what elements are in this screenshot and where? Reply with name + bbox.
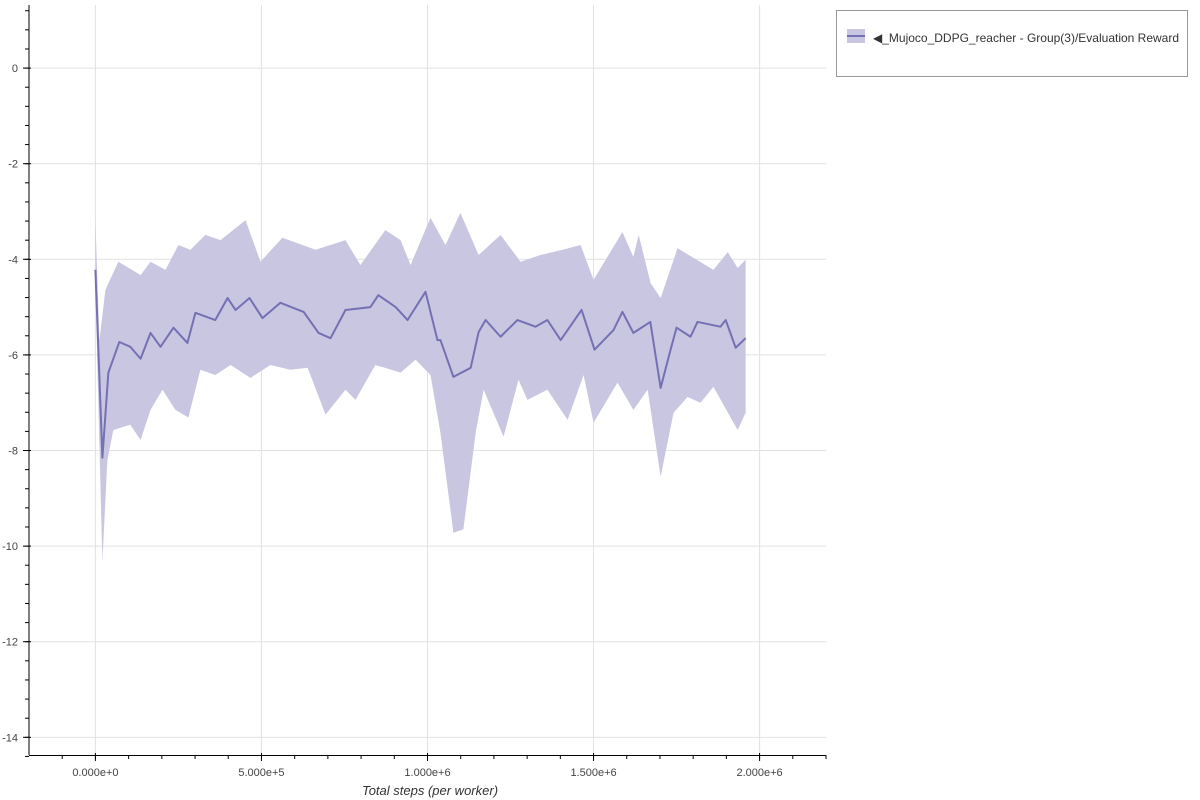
x-tick-label: 1.000e+6 bbox=[404, 767, 450, 779]
y-axis-ticks: 0 -2 -4 -6 -8 -10 -12 -14 bbox=[2, 10, 31, 757]
x-axis-label: Total steps (per worker) bbox=[362, 783, 498, 798]
x-tick-label: 0.000e+0 bbox=[72, 767, 118, 779]
y-tick-label: -4 bbox=[8, 254, 18, 266]
y-tick-label: -14 bbox=[2, 732, 18, 744]
x-tick-label: 1.500e+6 bbox=[570, 767, 616, 779]
y-tick-label: 0 bbox=[12, 63, 18, 75]
y-tick-label: -6 bbox=[8, 350, 18, 362]
x-tick-label: 5.000e+5 bbox=[238, 767, 284, 779]
y-tick-label: -8 bbox=[8, 446, 18, 458]
y-tick-label: -10 bbox=[2, 541, 18, 553]
std-band-area bbox=[95, 212, 746, 562]
y-tick-label: -12 bbox=[2, 637, 18, 649]
grid bbox=[29, 5, 826, 755]
legend[interactable]: ◀_Mujoco_DDPG_reacher - Group(3)/Evaluat… bbox=[836, 10, 1188, 77]
legend-item-label: ◀_Mujoco_DDPG_reacher - Group(3)/Evaluat… bbox=[873, 31, 1180, 45]
legend-swatch-icon bbox=[847, 29, 865, 43]
x-tick-label: 2.000e+6 bbox=[736, 767, 782, 779]
y-tick-label: -2 bbox=[8, 159, 18, 171]
series-line bbox=[94, 269, 747, 459]
mean-line bbox=[94, 269, 747, 459]
confidence-band bbox=[95, 212, 746, 562]
x-axis-ticks: 0.000e+0 5.000e+5 1.000e+6 1.500e+6 2.000e+6 bbox=[61, 753, 827, 779]
